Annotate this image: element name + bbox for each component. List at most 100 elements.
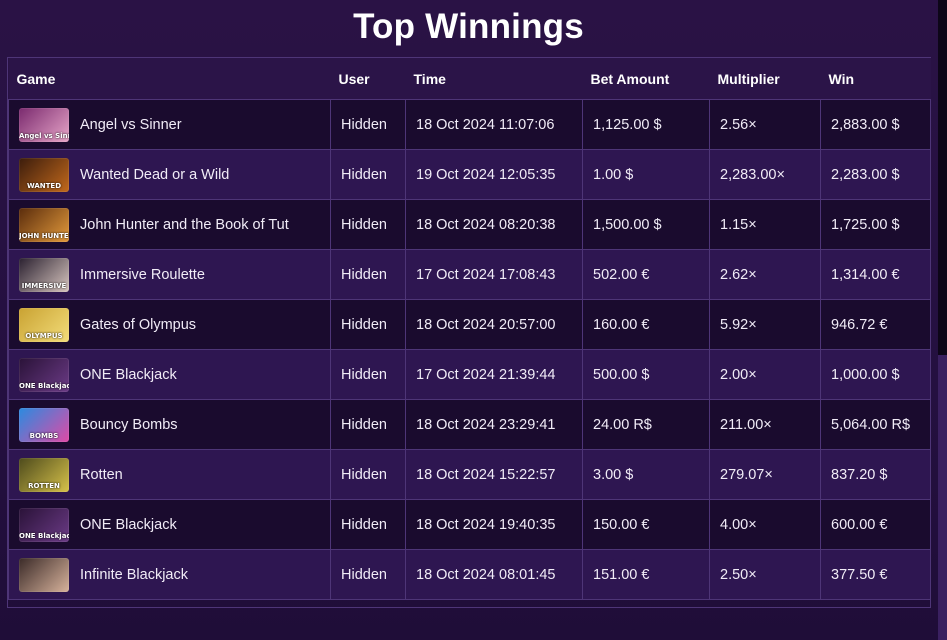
cell-bet-amount: 1.00 $ xyxy=(582,149,710,200)
game-thumbnail-label: ONE Blackjack xyxy=(19,381,69,390)
game-thumbnail-label: JOHN HUNTER xyxy=(19,231,69,240)
game-thumbnail-icon[interactable]: WANTED xyxy=(19,157,69,192)
top-winnings-table: Game User Time Bet Amount Multiplier Win… xyxy=(7,57,931,608)
cell-bet-amount: 160.00 € xyxy=(582,299,710,350)
cell-time: 17 Oct 2024 17:08:43 xyxy=(405,249,583,300)
table-row: OLYMPUS Gates of Olympus Hidden 18 Oct 2024… xyxy=(8,299,931,350)
cell-multiplier: 211.00× xyxy=(709,399,821,450)
cell-time: 18 Oct 2024 20:57:00 xyxy=(405,299,583,350)
table-header-row: Game User Time Bet Amount Multiplier Win xyxy=(8,58,931,100)
cell-bet-amount: 151.00 € xyxy=(582,549,710,600)
cell-win: 5,064.00 R$ xyxy=(820,399,931,450)
cell-game[interactable]: WANTED Wanted Dead or a Wild xyxy=(8,149,331,200)
cell-win: 1,725.00 $ xyxy=(820,199,931,250)
cell-multiplier: 279.07× xyxy=(709,449,821,500)
table-row: BOMBS Bouncy Bombs Hidden 18 Oct 2024 23:29… xyxy=(8,399,931,450)
game-name[interactable]: ONE Blackjack xyxy=(80,366,177,383)
cell-user: Hidden xyxy=(330,349,406,400)
cell-time: 18 Oct 2024 15:22:57 xyxy=(405,449,583,500)
cell-multiplier: 2,283.00× xyxy=(709,149,821,200)
cell-bet-amount: 1,500.00 $ xyxy=(582,199,710,250)
cell-game[interactable]: OLYMPUS Gates of Olympus xyxy=(8,299,331,350)
cell-multiplier: 2.50× xyxy=(709,549,821,600)
game-name[interactable]: Angel vs Sinner xyxy=(80,116,182,133)
cell-game[interactable]: Infinite Blackjack xyxy=(8,549,331,600)
game-link[interactable]: Angel vs Sinner Angel vs Sinner xyxy=(19,107,330,142)
cell-time: 19 Oct 2024 12:05:35 xyxy=(405,149,583,200)
game-link[interactable]: OLYMPUS Gates of Olympus xyxy=(19,307,330,342)
cell-game[interactable]: BOMBS Bouncy Bombs xyxy=(8,399,331,450)
game-thumbnail-icon[interactable] xyxy=(19,557,69,592)
game-link[interactable]: ONE Blackjack ONE Blackjack xyxy=(19,357,330,392)
cell-win: 377.50 € xyxy=(820,549,931,600)
cell-time: 17 Oct 2024 21:39:44 xyxy=(405,349,583,400)
game-name[interactable]: Rotten xyxy=(80,466,123,483)
cell-multiplier: 2.56× xyxy=(709,99,821,150)
game-name[interactable]: Wanted Dead or a Wild xyxy=(80,166,230,183)
game-link[interactable]: WANTED Wanted Dead or a Wild xyxy=(19,157,330,192)
cell-win: 837.20 $ xyxy=(820,449,931,500)
cell-win: 2,283.00 $ xyxy=(820,149,931,200)
game-thumbnail-icon[interactable]: ONE Blackjack xyxy=(19,507,69,542)
cell-game[interactable]: ROTTEN Rotten xyxy=(8,449,331,500)
game-thumbnail-icon[interactable]: Angel vs Sinner xyxy=(19,107,69,142)
cell-game[interactable]: Angel vs Sinner Angel vs Sinner xyxy=(8,99,331,150)
game-thumbnail-label: BOMBS xyxy=(29,431,59,440)
game-link[interactable]: BOMBS Bouncy Bombs xyxy=(19,407,330,442)
game-thumbnail-icon[interactable]: ROTTEN xyxy=(19,457,69,492)
game-name[interactable]: Infinite Blackjack xyxy=(80,566,188,583)
cell-bet-amount: 24.00 R$ xyxy=(582,399,710,450)
cell-multiplier: 1.15× xyxy=(709,199,821,250)
column-header-multiplier: Multiplier xyxy=(709,58,821,100)
game-thumbnail-icon[interactable]: BOMBS xyxy=(19,407,69,442)
game-thumbnail-icon[interactable]: OLYMPUS xyxy=(19,307,69,342)
cell-bet-amount: 500.00 $ xyxy=(582,349,710,400)
column-header-win: Win xyxy=(820,58,931,100)
cell-user: Hidden xyxy=(330,499,406,550)
cell-win: 600.00 € xyxy=(820,499,931,550)
column-header-time: Time xyxy=(405,58,583,100)
table-row: ROTTEN Rotten Hidden 18 Oct 2024 15:22:57 3.… xyxy=(8,449,931,500)
cell-time: 18 Oct 2024 19:40:35 xyxy=(405,499,583,550)
game-thumbnail-icon[interactable]: ONE Blackjack xyxy=(19,357,69,392)
cell-time: 18 Oct 2024 08:01:45 xyxy=(405,549,583,600)
game-name[interactable]: Gates of Olympus xyxy=(80,316,197,333)
game-name[interactable]: John Hunter and the Book of Tut xyxy=(80,216,289,233)
cell-user: Hidden xyxy=(330,249,406,300)
cell-win: 1,000.00 $ xyxy=(820,349,931,400)
game-name[interactable]: Immersive Roulette xyxy=(80,266,205,283)
cell-game[interactable]: JOHN HUNTER John Hunter and the Book of T… xyxy=(8,199,331,250)
cell-win: 946.72 € xyxy=(820,299,931,350)
cell-game[interactable]: ONE Blackjack ONE Blackjack xyxy=(8,349,331,400)
game-link[interactable]: ONE Blackjack ONE Blackjack xyxy=(19,507,330,542)
cell-bet-amount: 150.00 € xyxy=(582,499,710,550)
game-thumbnail-label: ONE Blackjack xyxy=(19,531,69,540)
table-row: IMMERSIVE Immersive Roulette Hidden 17 Oct … xyxy=(8,249,931,300)
game-thumbnail-icon[interactable]: JOHN HUNTER xyxy=(19,207,69,242)
game-name[interactable]: ONE Blackjack xyxy=(80,516,177,533)
cell-game[interactable]: IMMERSIVE Immersive Roulette xyxy=(8,249,331,300)
cell-user: Hidden xyxy=(330,399,406,450)
cell-bet-amount: 3.00 $ xyxy=(582,449,710,500)
table-row: Infinite Blackjack Hidden 18 Oct 2024 08:0… xyxy=(8,549,931,600)
game-name[interactable]: Bouncy Bombs xyxy=(80,416,178,433)
game-link[interactable]: IMMERSIVE Immersive Roulette xyxy=(19,257,330,292)
scrollbar-thumb[interactable] xyxy=(938,0,947,355)
game-link[interactable]: Infinite Blackjack xyxy=(19,557,330,592)
scrollbar-lower-region[interactable] xyxy=(938,355,947,640)
cell-multiplier: 4.00× xyxy=(709,499,821,550)
game-thumbnail-label: ROTTEN xyxy=(28,481,60,490)
column-header-user: User xyxy=(330,58,406,100)
game-link[interactable]: ROTTEN Rotten xyxy=(19,457,330,492)
cell-multiplier: 2.00× xyxy=(709,349,821,400)
game-thumbnail-label: Angel vs Sinner xyxy=(19,131,69,140)
cell-game[interactable]: ONE Blackjack ONE Blackjack xyxy=(8,499,331,550)
cell-user: Hidden xyxy=(330,449,406,500)
game-thumbnail-icon[interactable]: IMMERSIVE xyxy=(19,257,69,292)
cell-user: Hidden xyxy=(330,149,406,200)
cell-user: Hidden xyxy=(330,549,406,600)
game-link[interactable]: JOHN HUNTER John Hunter and the Book of T… xyxy=(19,207,330,242)
